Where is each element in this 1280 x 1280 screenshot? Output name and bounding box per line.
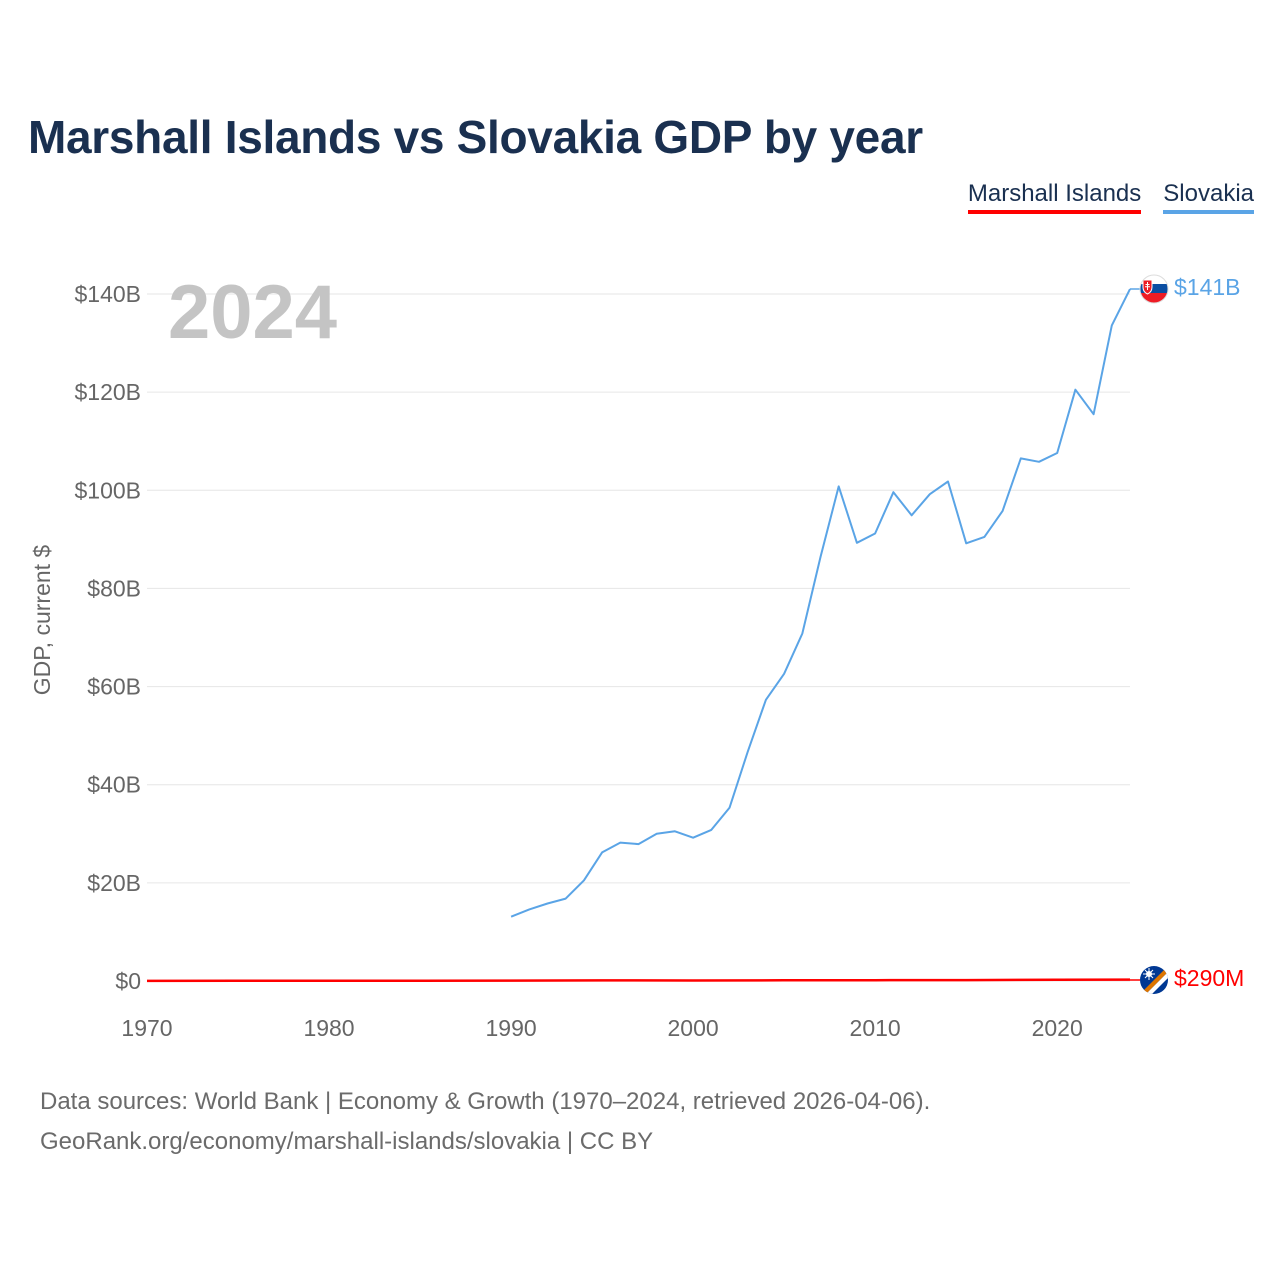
y-tick-label: $120B — [74, 379, 141, 405]
slovakia-end-label: $141B — [1174, 274, 1241, 300]
legend-item-marshall-islands[interactable]: Marshall Islands — [967, 180, 1142, 214]
series-line-slovakia — [510, 288, 1131, 918]
attribution-link[interactable]: GeoRank.org/economy/marshall-islands/slo… — [40, 1128, 654, 1155]
marshall-islands-end-marker: $290M — [1130, 965, 1244, 994]
y-tick-label: $20B — [87, 870, 141, 896]
x-tick-label: 1990 — [485, 1015, 536, 1041]
series-lines — [146, 288, 1131, 983]
slovakia-flag-icon — [1139, 274, 1169, 304]
legend: Marshall Islands Slovakia — [967, 180, 1254, 214]
grid-lines — [147, 293, 1130, 982]
x-tick-label: 1970 — [121, 1015, 172, 1041]
y-tick-label: $140B — [74, 281, 141, 307]
y-axis-label: GDP, current $ — [29, 545, 55, 696]
marshall-islands-flag-icon — [1140, 966, 1168, 994]
year-watermark: 2024 — [168, 270, 337, 355]
chart-title: Marshall Islands vs Slovakia GDP by year — [28, 111, 923, 163]
y-axis-ticks: $0 $20B $40B $60B $80B $100B $120B $140B — [74, 281, 141, 994]
y-tick-label: $60B — [87, 674, 141, 700]
y-tick-label: $100B — [74, 477, 141, 503]
slovakia-end-marker: $141B — [1130, 274, 1241, 304]
footer: Data sources: World Bank | Economy & Gro… — [40, 1082, 930, 1162]
x-tick-label: 1980 — [303, 1015, 354, 1041]
x-tick-label: 2010 — [850, 1015, 901, 1041]
x-axis-ticks: 1970 1980 1990 2000 2010 2020 — [121, 1015, 1082, 1041]
x-tick-label: 2020 — [1032, 1015, 1083, 1041]
marshall-islands-end-label: $290M — [1174, 965, 1244, 991]
legend-item-slovakia[interactable]: Slovakia — [1163, 180, 1254, 214]
x-tick-label: 2000 — [668, 1015, 719, 1041]
data-source-text: Data sources: World Bank | Economy & Gro… — [40, 1088, 931, 1115]
series-line-marshall-islands — [146, 978, 1131, 983]
y-tick-label: $40B — [87, 772, 141, 798]
y-tick-label: $0 — [115, 968, 141, 994]
y-tick-label: $80B — [87, 575, 141, 601]
